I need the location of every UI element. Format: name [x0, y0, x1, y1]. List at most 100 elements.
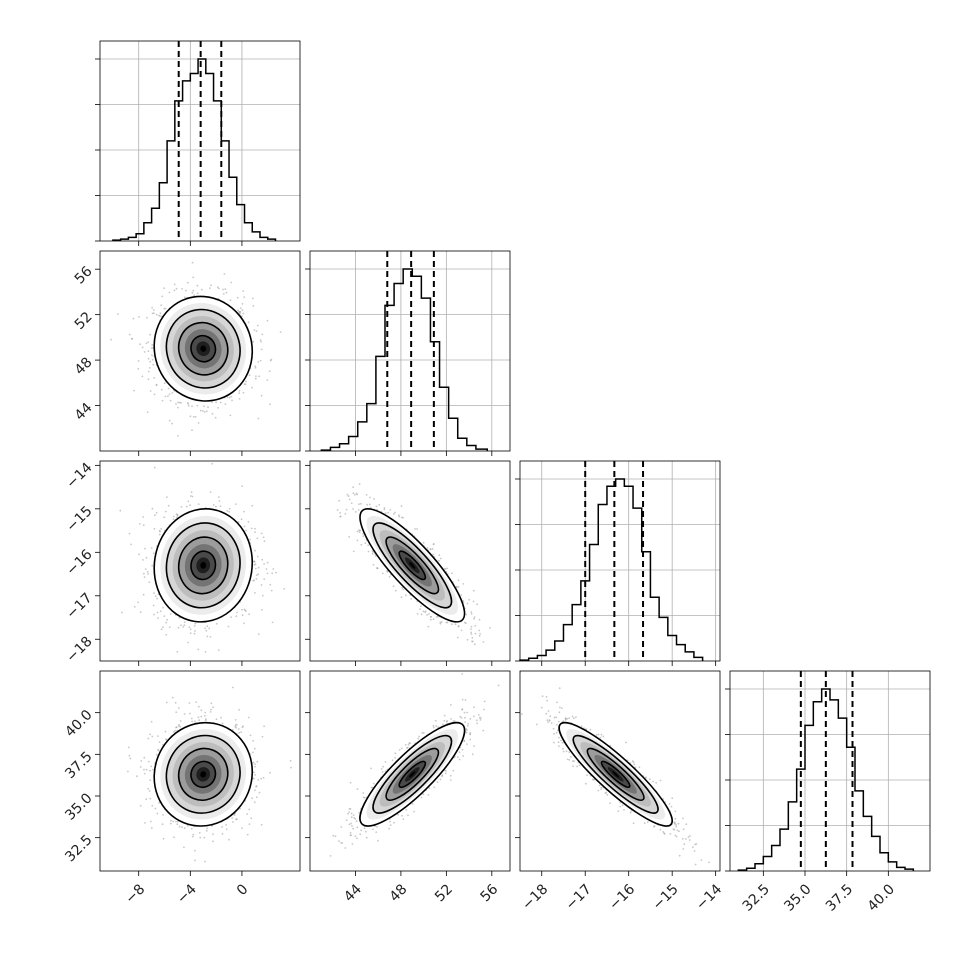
- sample-point: [178, 401, 181, 404]
- hist-panel: [95, 40, 301, 246]
- sample-point: [371, 550, 374, 552]
- sample-point: [398, 515, 401, 518]
- pair-panel: [95, 460, 301, 666]
- sample-point: [489, 627, 491, 629]
- sample-point: [256, 324, 259, 327]
- sample-point: [196, 292, 199, 295]
- sample-point: [163, 516, 166, 519]
- sample-point: [169, 399, 172, 402]
- sample-point: [259, 359, 262, 362]
- sample-point: [422, 541, 425, 544]
- sample-point: [153, 592, 155, 595]
- sample-point: [235, 726, 238, 729]
- sample-point: [151, 344, 154, 346]
- sample-point: [215, 718, 218, 721]
- sample-point: [253, 560, 256, 563]
- sample-point: [160, 388, 163, 391]
- sample-point: [145, 556, 148, 559]
- sample-point: [249, 538, 252, 541]
- sample-point: [149, 779, 152, 782]
- sample-point: [204, 627, 206, 630]
- sample-point: [439, 621, 442, 624]
- sample-point: [400, 505, 403, 508]
- sample-point: [224, 403, 227, 405]
- sample-point: [420, 613, 423, 616]
- sample-point: [179, 725, 182, 728]
- sample-point: [254, 774, 256, 776]
- sample-point: [243, 296, 246, 298]
- sample-point: [251, 297, 254, 300]
- sample-point: [132, 317, 135, 320]
- sample-point: [155, 313, 158, 316]
- sample-point: [468, 598, 471, 601]
- sample-point: [170, 819, 172, 822]
- sample-point: [252, 751, 254, 754]
- sample-point: [189, 628, 192, 631]
- sample-point: [256, 760, 259, 763]
- sample-point: [354, 493, 356, 496]
- sample-point: [258, 791, 261, 794]
- sample-point: [191, 405, 193, 408]
- panel-frame: [309, 460, 511, 662]
- sample-point: [242, 290, 245, 292]
- sample-point: [261, 558, 264, 561]
- sample-point: [183, 827, 186, 829]
- sample-point: [444, 568, 447, 570]
- sample-point: [183, 846, 185, 849]
- sample-point: [143, 756, 146, 759]
- sample-point: [215, 401, 218, 404]
- sample-point: [243, 383, 246, 386]
- sample-point: [261, 608, 263, 611]
- sample-point: [177, 406, 179, 409]
- sample-point: [189, 632, 192, 635]
- sample-point: [369, 496, 371, 499]
- sample-point: [454, 623, 457, 626]
- sample-point: [143, 576, 146, 578]
- sample-point: [230, 395, 233, 398]
- sample-point: [210, 284, 212, 287]
- sample-point: [374, 555, 377, 557]
- density-shade: [200, 345, 207, 352]
- sample-point: [474, 632, 477, 635]
- sample-point: [142, 593, 145, 596]
- sample-point: [218, 287, 220, 290]
- sample-point: [199, 409, 202, 412]
- sample-point: [238, 389, 241, 392]
- sample-point: [193, 632, 196, 635]
- sample-point: [402, 588, 405, 591]
- sample-point: [151, 358, 154, 361]
- sample-point: [445, 621, 448, 624]
- sample-point: [223, 273, 226, 275]
- sample-point: [268, 370, 271, 373]
- sample-point: [358, 529, 360, 532]
- sample-point: [206, 625, 209, 628]
- sample-point: [254, 763, 256, 765]
- sample-point: [165, 621, 168, 624]
- sample-point: [401, 516, 403, 519]
- sample-point: [240, 518, 243, 521]
- sample-point: [362, 533, 364, 535]
- sample-point: [263, 563, 265, 565]
- sample-point: [199, 836, 202, 839]
- sample-point: [348, 535, 351, 538]
- sample-point: [254, 531, 256, 533]
- sample-point: [230, 281, 233, 284]
- sample-point: [251, 386, 254, 389]
- sample-point: [130, 543, 133, 546]
- sample-point: [243, 622, 246, 625]
- sample-point: [147, 370, 150, 373]
- sample-point: [163, 382, 166, 385]
- sample-point: [384, 512, 387, 514]
- sample-point: [194, 859, 196, 862]
- sample-point: [154, 595, 157, 597]
- sample-point: [228, 396, 231, 399]
- sample-point: [227, 625, 230, 628]
- sample-point: [371, 552, 374, 555]
- sample-point: [471, 636, 474, 639]
- sample-point: [192, 289, 195, 292]
- sample-point: [167, 387, 170, 390]
- sample-point: [176, 516, 178, 519]
- sample-point: [383, 507, 386, 509]
- sample-point: [141, 375, 144, 378]
